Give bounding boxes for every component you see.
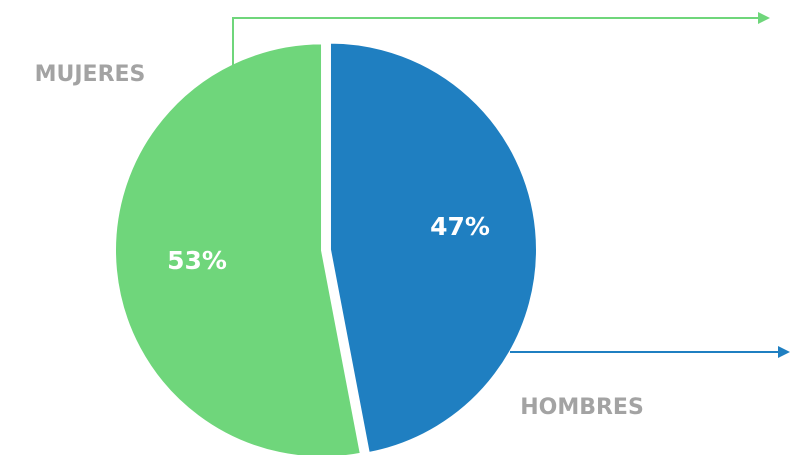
pie-slice <box>328 41 538 455</box>
pie <box>114 41 538 455</box>
pie-slice <box>114 42 362 455</box>
leader-line <box>232 17 758 70</box>
category-label: MUJERES <box>35 62 146 87</box>
value-label: 47% <box>430 212 490 241</box>
leaders <box>232 12 790 358</box>
leader-arrow <box>778 346 790 358</box>
category-label: HOMBRES <box>520 395 644 420</box>
value-label: 53% <box>167 246 227 275</box>
leader-arrow <box>758 12 770 24</box>
